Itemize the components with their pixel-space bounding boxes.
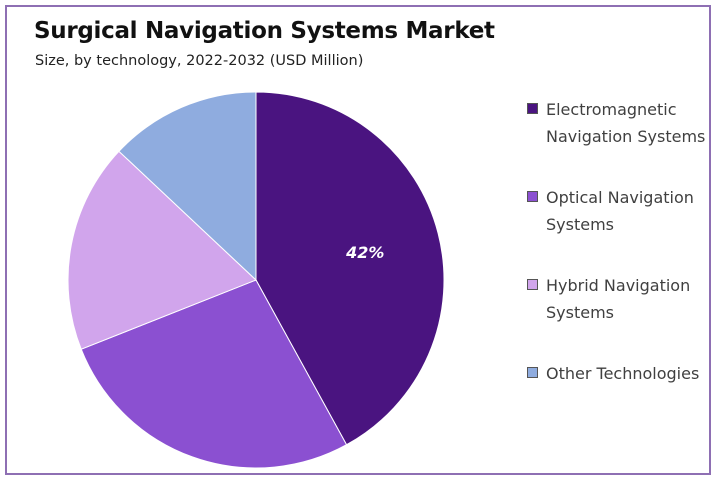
- pie-slice: [80, 279, 348, 469]
- pie-slice: [118, 91, 257, 282]
- legend-swatch: [527, 103, 538, 114]
- pie-slice: [255, 91, 445, 446]
- legend-label: Other Technologies: [546, 364, 700, 383]
- legend-label: Optical Navigation Systems: [546, 188, 694, 234]
- legend-swatch: [527, 367, 538, 378]
- chart-subtitle: Size, by technology, 2022-2032 (USD Mill…: [35, 53, 364, 69]
- legend-swatch: [527, 191, 538, 202]
- pie-data-label: 42%: [345, 243, 384, 262]
- chart-title: Surgical Navigation Systems Market: [34, 18, 495, 44]
- legend-label: Electromagnetic Navigation Systems: [546, 100, 706, 146]
- legend-label: Hybrid Navigation Systems: [546, 276, 691, 322]
- legend-swatch: [527, 279, 538, 290]
- pie-slice: [67, 150, 257, 350]
